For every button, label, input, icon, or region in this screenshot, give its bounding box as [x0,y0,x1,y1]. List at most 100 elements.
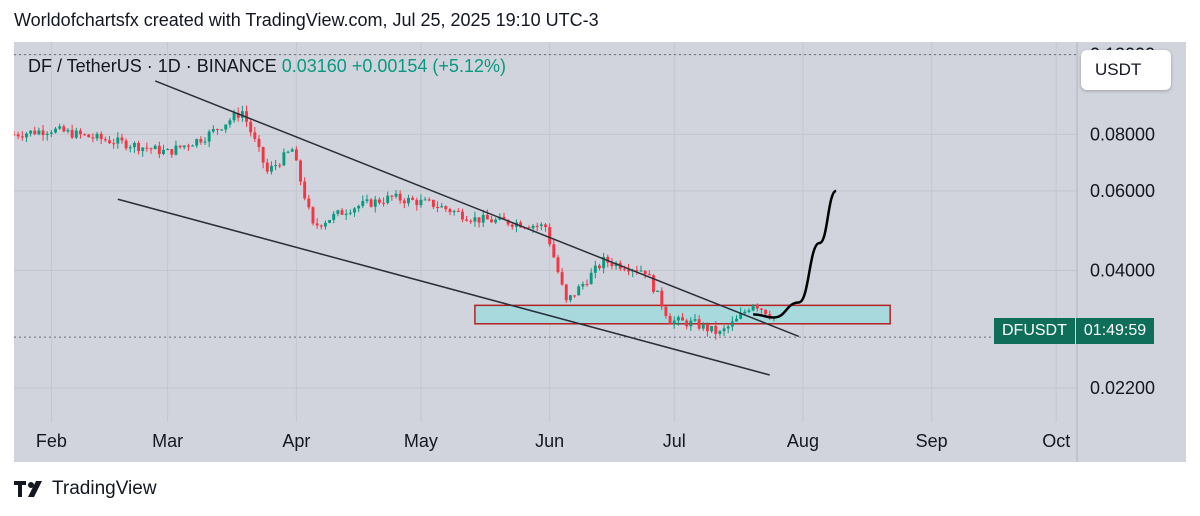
candle-body [249,121,253,133]
candle-body [377,199,381,203]
candle-body [83,134,87,136]
candle-body [49,132,53,134]
candle-body [390,195,394,197]
candle-body [635,270,639,272]
candle-body [54,128,57,133]
x-tick-label: Mar [152,431,183,451]
symbol-legend: DF / TetherUS · 1D · BINANCE 0.03160 +0.… [28,56,506,77]
candle-body [672,320,676,325]
candle-body [340,210,344,215]
price-change: +0.00154 (+5.12%) [351,56,506,76]
candle-body [348,212,352,214]
candle-body [162,149,165,154]
candle-body [323,222,327,227]
candle-body [755,304,759,309]
candle-body [274,165,278,167]
candle-body [652,275,655,292]
candle-body [689,320,693,327]
candle-body [78,130,82,135]
candle-body [743,311,747,314]
candle-body [186,145,190,147]
candle-body [440,206,444,208]
candle-body [157,145,161,154]
y-tick-label: 0.04000 [1090,261,1155,281]
price-tag-symbol: DFUSDT [994,318,1075,344]
candle-body [460,211,464,220]
candle-body [407,197,410,204]
y-tick-label: 0.06000 [1090,181,1155,201]
candle-body [448,209,452,213]
candle-body [527,227,531,229]
candle-body [585,284,589,286]
candle-body [145,147,149,149]
candle-body [697,319,701,329]
candle-body [643,270,647,275]
symbol-name: DF / TetherUS · 1D · BINANCE [28,56,277,76]
y-tick-label: 0.02200 [1090,378,1155,398]
candle-body [170,149,174,155]
candle-body [20,136,24,138]
candle-body [199,139,203,143]
candle-body [253,132,257,139]
candle-body [502,216,506,220]
candle-body [299,160,302,182]
candle-body [74,130,78,138]
candle-body [747,310,751,312]
candle-body [764,309,768,315]
candle-body [610,262,614,267]
candle-body [353,208,356,213]
candle-body [25,133,28,138]
candle-body [311,207,315,224]
candle-body [423,199,427,201]
candle-body [87,134,91,138]
candle-body [41,130,45,135]
candle-body [593,265,597,273]
candle-body [257,138,261,148]
candle-body [29,130,33,134]
candle-body [668,315,672,325]
candle-body [70,130,74,138]
candle-body [730,321,734,327]
candle-body [598,265,601,269]
candle-body [278,165,282,167]
candle-body [108,140,111,144]
candle-body [510,224,514,227]
candle-body [431,199,435,207]
candle-body [132,142,136,148]
candle-body [128,147,132,149]
x-tick-label: Jul [663,431,686,451]
candle-body [394,193,398,197]
candle-body [232,112,236,121]
candle-body [568,295,572,301]
candle-body [99,133,103,140]
candle-body [224,124,228,130]
currency-button[interactable]: USDT [1081,50,1171,90]
candle-body [465,219,469,221]
candle-body [693,319,697,321]
candle-body [556,257,560,273]
candle-body [328,220,332,223]
candle-body [141,147,145,152]
candle-body [705,324,709,332]
candle-body [33,130,37,135]
candle-body [211,128,215,132]
x-tick-label: May [404,431,438,451]
x-tick-label: Jun [535,431,564,451]
candle-body [16,134,20,137]
candle-body [112,143,116,145]
candle-body [639,270,643,272]
candle-body [506,219,510,225]
candle-body [681,317,684,321]
candle-body [332,213,336,221]
candle-body [577,286,581,296]
candle-body [166,149,170,151]
candle-body [45,133,49,135]
candle-body [581,284,585,287]
candle-body [369,199,373,207]
footer-brand: TradingView [14,478,157,500]
candle-body [307,198,311,208]
y-tick-label: 0.08000 [1090,124,1155,144]
candle-body [564,284,568,301]
